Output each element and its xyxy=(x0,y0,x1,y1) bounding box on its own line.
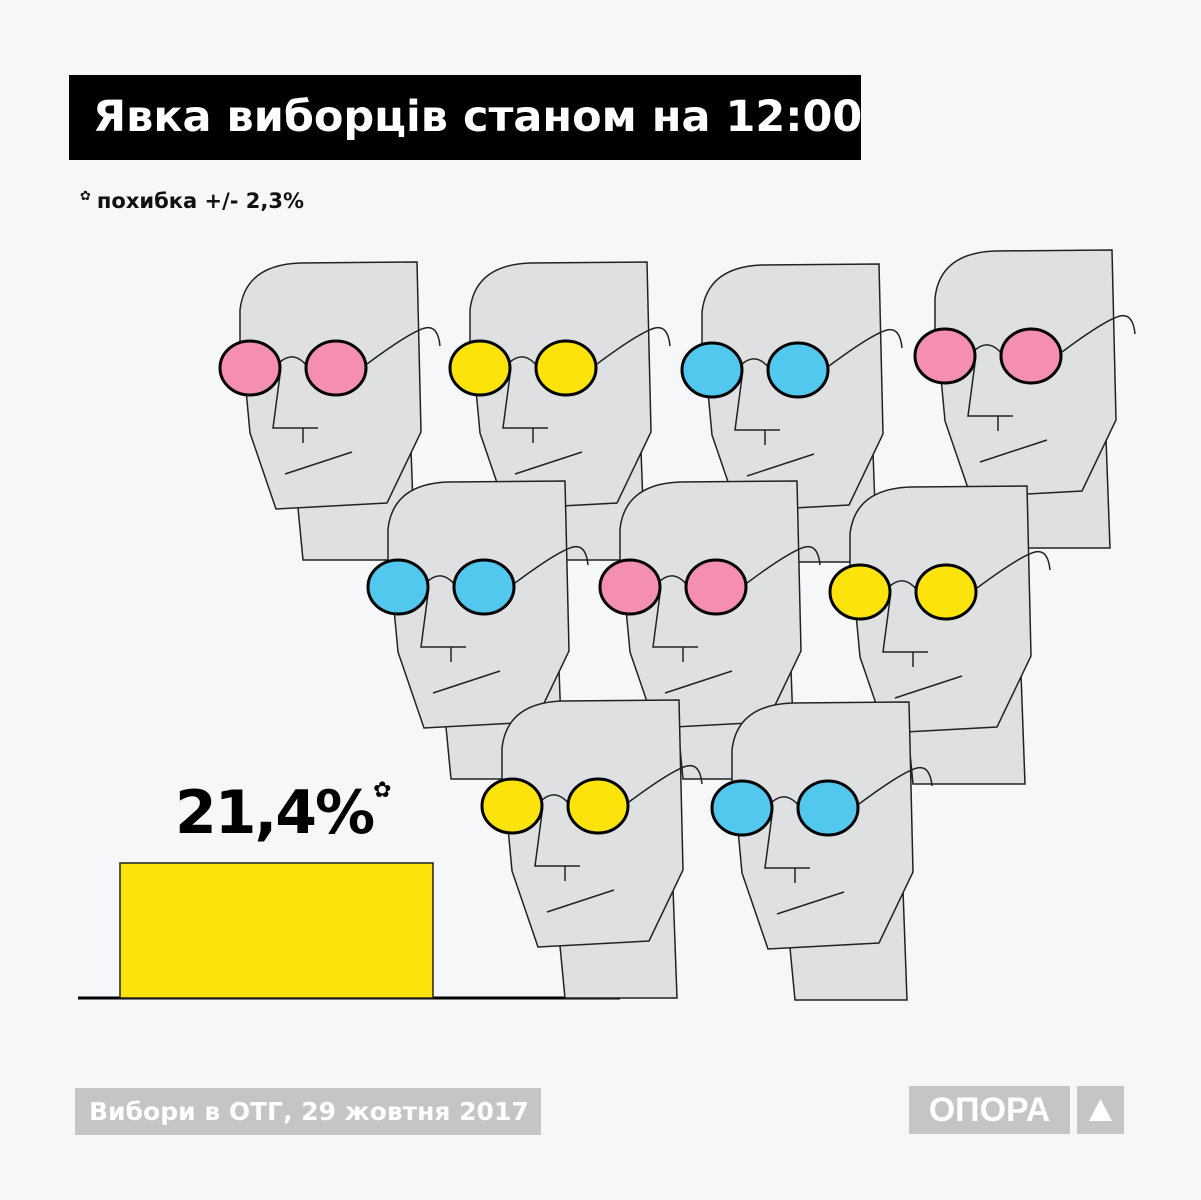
bar-turnout xyxy=(119,862,434,999)
glasses-lens xyxy=(598,558,662,616)
glasses-lens xyxy=(366,558,430,616)
chart-title: Явка виборців станом на 12:00 xyxy=(69,75,862,160)
glasses-lens xyxy=(913,327,977,385)
error-margin-note: ✿ похибка +/- 2,3% xyxy=(80,189,304,213)
error-margin-text: похибка +/- 2,3% xyxy=(96,189,305,213)
glasses-lens xyxy=(914,563,978,621)
glasses-lens xyxy=(218,339,282,397)
data-label-value: 21,4% xyxy=(175,778,375,848)
glasses-lens xyxy=(304,339,368,397)
head-figure-blue xyxy=(710,701,933,1001)
glasses-lens xyxy=(796,779,860,837)
glasses-lens xyxy=(566,777,630,835)
head-figure-yellow xyxy=(448,261,671,561)
glasses-lens xyxy=(766,341,830,399)
footer-caption: Вибори в ОТГ, 29 жовтня 2017 xyxy=(75,1088,541,1135)
glasses-lens xyxy=(710,779,774,837)
glasses-lens xyxy=(680,341,744,399)
glasses-lens xyxy=(828,563,892,621)
asterisk-icon: ✿ xyxy=(373,778,392,803)
glasses-lens xyxy=(534,339,598,397)
glasses-lens xyxy=(999,327,1063,385)
glasses-lens xyxy=(452,558,516,616)
head-figure-yellow xyxy=(828,485,1051,785)
head-figure-pink xyxy=(218,261,441,561)
head-figure-pink xyxy=(913,249,1136,549)
glasses-lens xyxy=(480,777,544,835)
head-figure-blue xyxy=(366,480,589,780)
head-figure-yellow xyxy=(480,699,703,999)
logo: ОПОРА xyxy=(909,1086,1070,1134)
asterisk-icon: ✿ xyxy=(80,189,91,204)
data-label: 21,4%✿ xyxy=(175,778,392,848)
glasses-lens xyxy=(684,558,748,616)
head-figure-blue xyxy=(680,263,903,563)
head-figure-pink xyxy=(598,480,821,780)
glasses-lens xyxy=(448,339,512,397)
triangle-up-icon xyxy=(1077,1086,1124,1134)
